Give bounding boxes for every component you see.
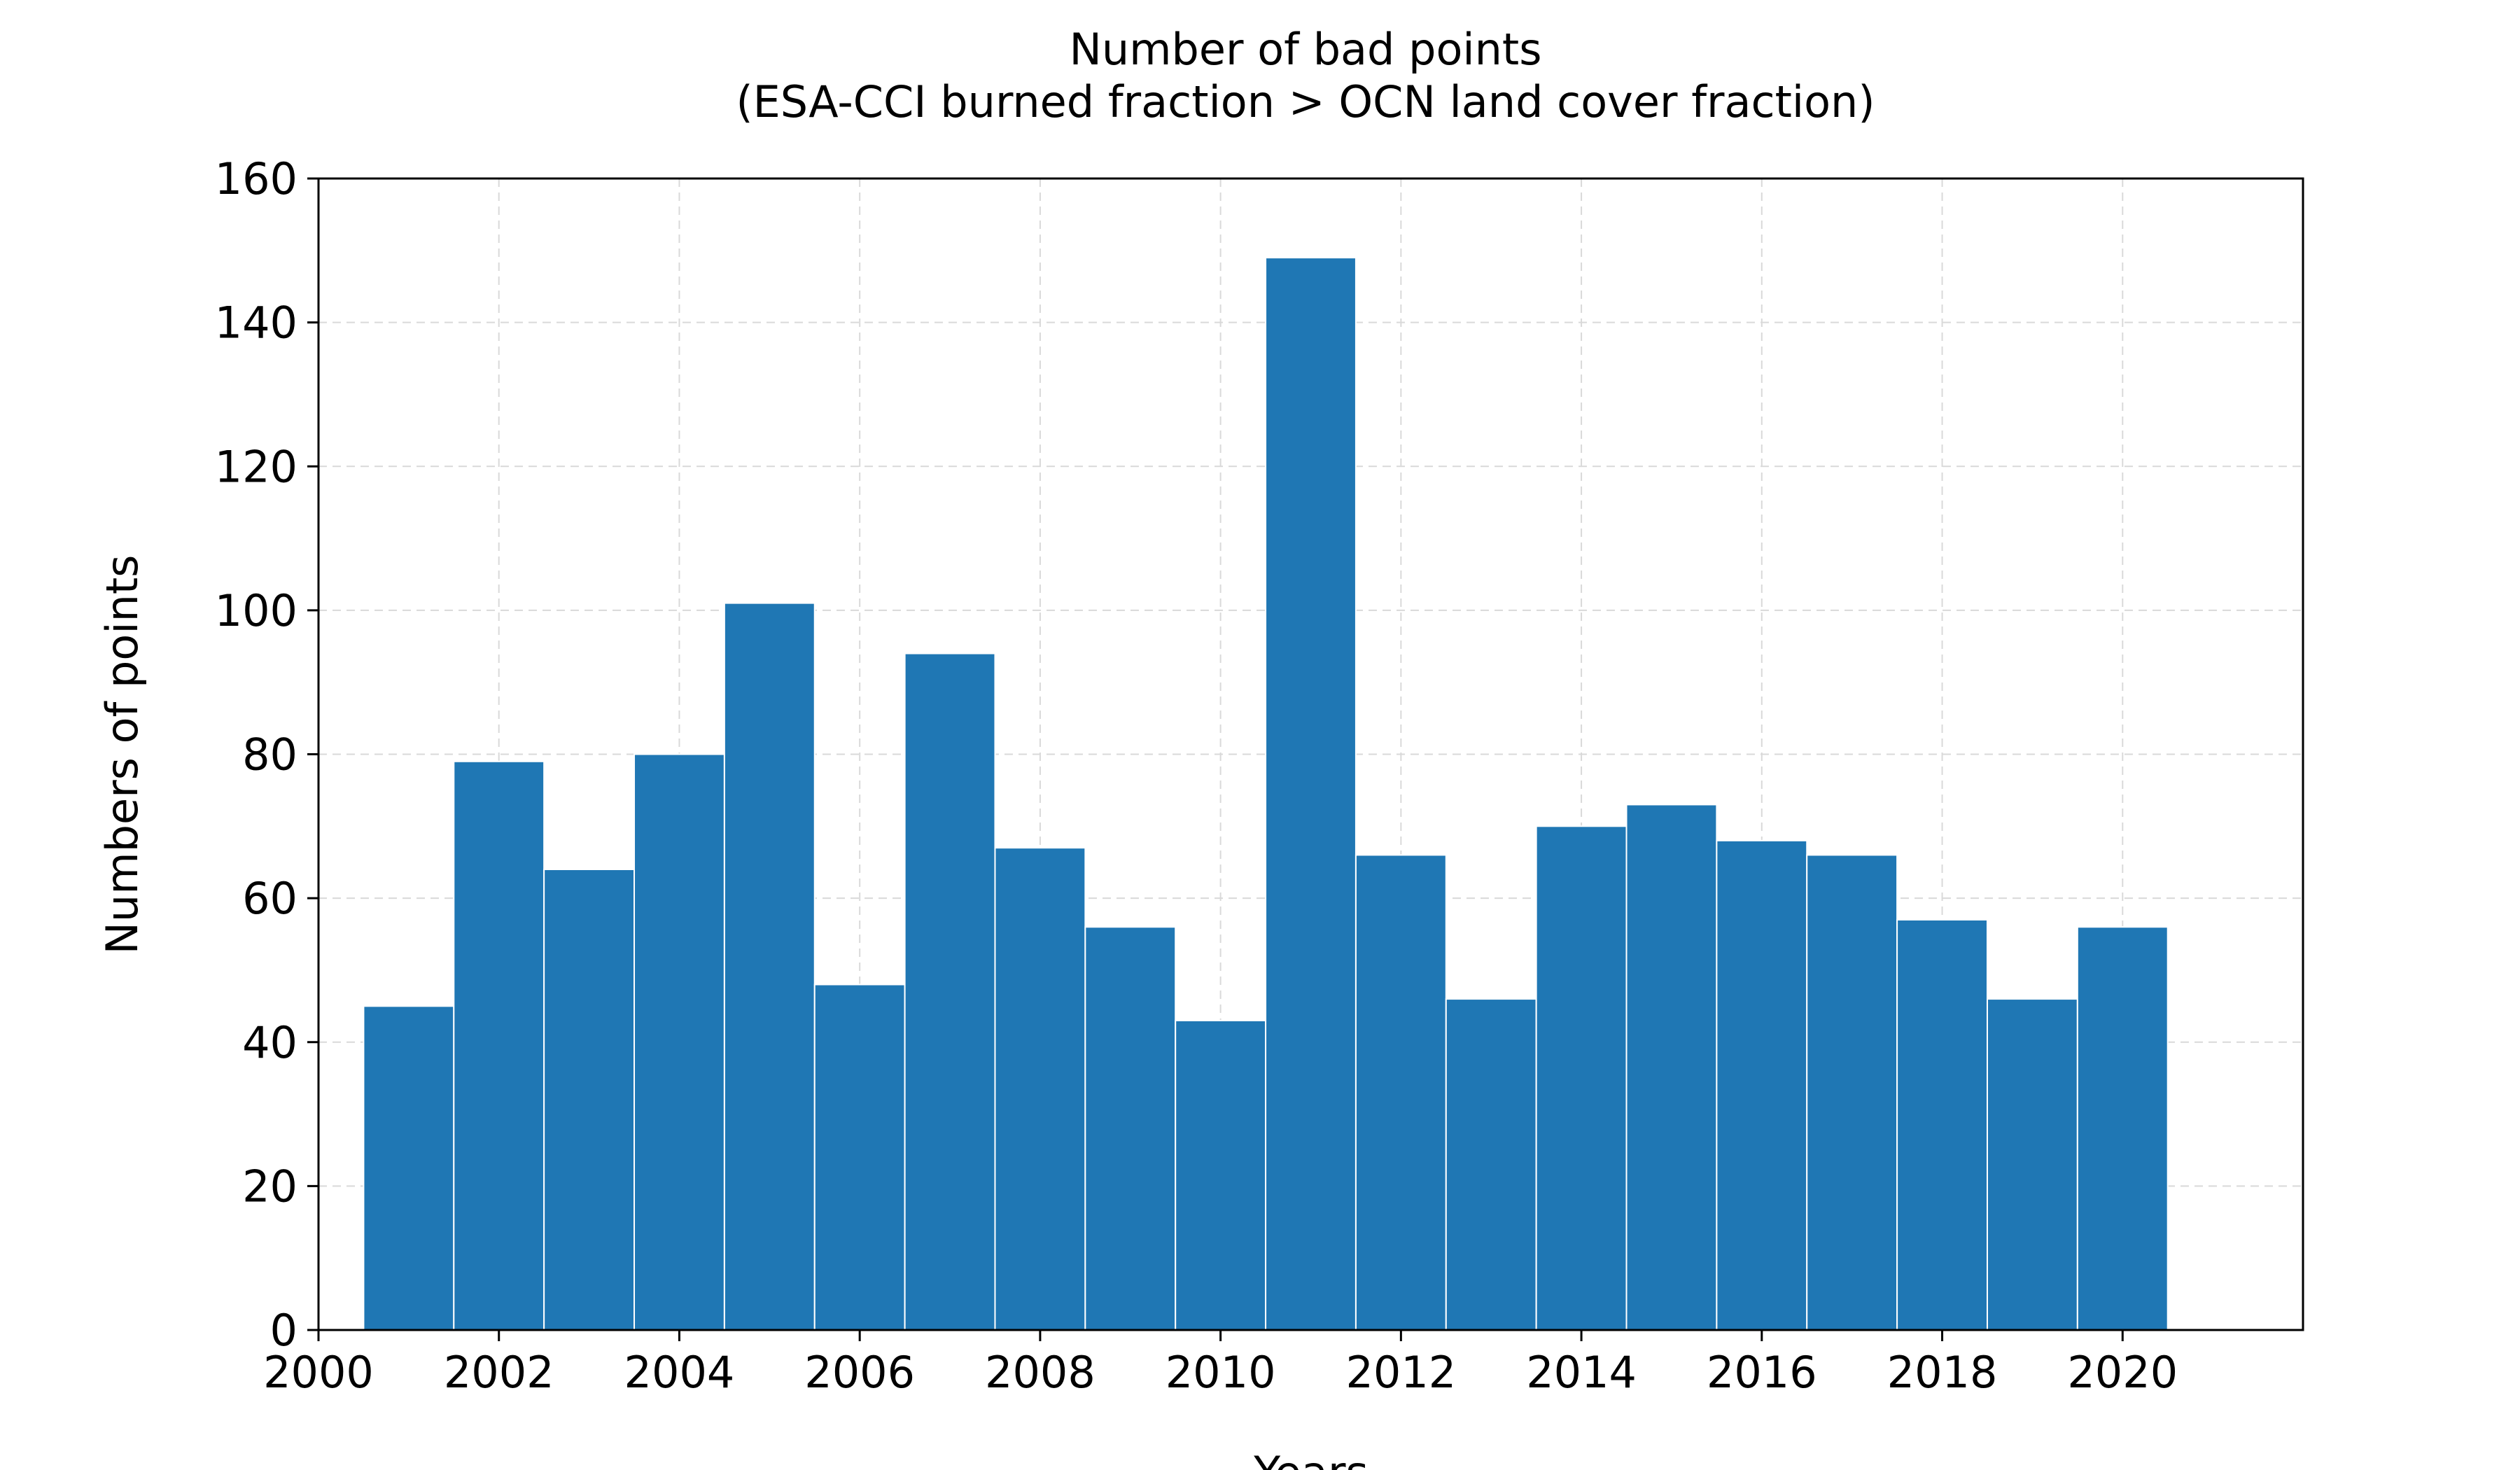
chart-title-line-1: Number of bad points (1069, 24, 1541, 75)
x-axis-label: Years (1253, 1447, 1368, 1470)
y-tick-label: 160 (215, 153, 298, 204)
chart-title-line-2: (ESA-CCI burned fraction > OCN land cove… (736, 76, 1875, 127)
y-tick-label: 40 (242, 1017, 298, 1068)
bar-2014 (1535, 825, 1628, 1331)
y-axis-ticks: 0 20 40 60 80 100 120 140 160 (215, 153, 318, 1356)
bar-2005 (723, 602, 816, 1331)
x-tick-label: 2012 (1345, 1347, 1456, 1398)
x-axis-ticks: 2000 2002 2004 2006 2008 2010 2012 2014 2016 2018… (263, 1330, 2178, 1398)
bar-2019 (1986, 998, 2078, 1331)
y-tick-label: 60 (242, 873, 298, 924)
y-tick-label: 140 (215, 298, 298, 349)
y-tick-label: 20 (242, 1161, 298, 1212)
bar-2003 (543, 869, 636, 1331)
x-tick-label: 2014 (1526, 1347, 1637, 1398)
bar-2011 (1265, 257, 1357, 1331)
bars (363, 257, 2169, 1331)
bar-2009 (1084, 926, 1177, 1331)
bar-2020 (2076, 926, 2169, 1331)
bar-2007 (904, 652, 996, 1331)
bar-2015 (1625, 804, 1718, 1331)
bar-2008 (994, 847, 1086, 1331)
x-tick-label: 2020 (2067, 1347, 2178, 1398)
bar-2010 (1175, 1019, 1267, 1331)
x-tick-label: 2006 (804, 1347, 915, 1398)
x-tick-label: 2002 (444, 1347, 554, 1398)
x-tick-label: 2004 (624, 1347, 735, 1398)
x-tick-label: 2018 (1887, 1347, 1998, 1398)
x-tick-label: 2000 (263, 1347, 374, 1398)
bar-2001 (363, 1005, 455, 1331)
bar-2004 (634, 753, 725, 1331)
y-tick-label: 80 (242, 729, 298, 780)
x-tick-label: 2016 (1707, 1347, 1817, 1398)
bar-2013 (1445, 998, 1537, 1331)
y-tick-label: 120 (215, 441, 298, 492)
bar-2018 (1896, 918, 1988, 1331)
bar-2012 (1354, 854, 1447, 1331)
y-axis-label: Numbers of points (97, 555, 148, 955)
bar-2002 (453, 760, 545, 1331)
y-tick-label: 100 (215, 585, 298, 636)
bar-2017 (1806, 854, 1898, 1331)
bar-2016 (1716, 839, 1808, 1331)
x-tick-label: 2010 (1166, 1347, 1276, 1398)
bar-2006 (813, 983, 906, 1331)
y-tick-label: 0 (270, 1305, 298, 1356)
x-tick-label: 2008 (985, 1347, 1096, 1398)
